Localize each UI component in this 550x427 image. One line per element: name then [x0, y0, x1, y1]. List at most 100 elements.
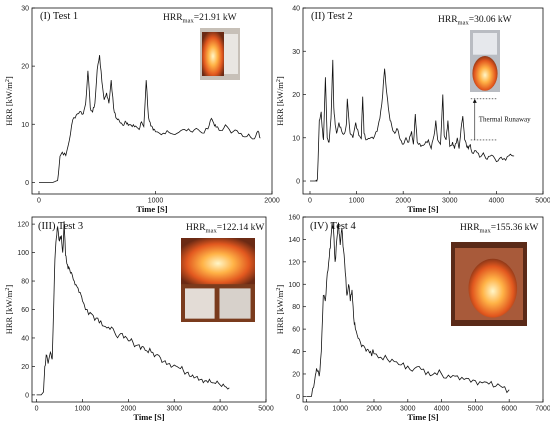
y-tick-label: 0: [296, 394, 300, 401]
x-tick-label: 0: [37, 198, 41, 205]
panel-title: (IV) Test 4: [310, 221, 356, 232]
x-tick-label: 0: [35, 406, 39, 413]
y-axis-label-end: ]: [4, 76, 14, 79]
y-tick-label: 40: [292, 349, 300, 356]
y-tick-label: 40: [292, 6, 300, 13]
y-axis-label-sup: 2: [5, 79, 11, 82]
panel-4: 0 1000 2000 3000 4000 5000 6000 7000 0 20 40 60 80 10…: [275, 215, 550, 423]
y-axis-label-end: ]: [275, 285, 285, 288]
y-axis-label: HRR [kW/m2]: [4, 285, 14, 335]
panel-3: 0 1000 2000 3000 4000 5000 0 20 40 60 80 100 120 (III…: [4, 216, 274, 422]
runaway-arrow-head: [472, 98, 477, 103]
x-tick-label: 1000: [332, 406, 348, 413]
y-tick-label: 120: [17, 222, 29, 229]
y-tick-label: 10: [21, 122, 29, 129]
x-tick-label: 6000: [501, 406, 517, 413]
fire-photo-test-4: [451, 242, 527, 326]
x-tick-label: 2000: [121, 406, 137, 413]
x-tick-label: 4000: [434, 406, 450, 413]
x-tick-label: 2000: [264, 198, 280, 205]
fire-photo-test-1: [200, 28, 240, 80]
hrr-max-value: =21.91 kW: [194, 13, 237, 23]
x-tick-label: 5000: [468, 406, 484, 413]
x-axis-label: Time [S]: [407, 204, 438, 214]
x-axis-label: Time [S]: [133, 412, 164, 422]
y-axis-label: HRR [kW/m2]: [275, 285, 285, 335]
hrr-max-subscript: max: [480, 228, 492, 235]
y-tick-label: 10: [292, 135, 300, 142]
panel-1: 0 1000 2000 0 10 20 30 (I) Test 1 HRRmax=21.91 k…: [4, 6, 280, 215]
y-tick-label: 60: [292, 327, 300, 334]
plot-frame: [31, 7, 273, 195]
y-tick-label: 20: [292, 92, 300, 99]
y-tick-label: 100: [288, 282, 300, 289]
hrr-max-label: HRRmax=30.06 kW: [438, 15, 512, 27]
x-tick-label: 1000: [349, 198, 365, 205]
y-tick-label: 0: [25, 180, 29, 187]
hrr-series-line: [36, 221, 230, 396]
plot-frame: [302, 216, 544, 403]
y-axis-label-end: ]: [4, 285, 14, 288]
y-tick-label: 0: [25, 392, 29, 399]
hrr-max-subscript: max: [183, 18, 195, 25]
x-tick-label: 5000: [258, 406, 274, 413]
panel-title: (III) Test 3: [38, 221, 83, 232]
x-tick-label: 4000: [212, 406, 228, 413]
x-tick-label: 4000: [489, 198, 505, 205]
hrr-max-label: HRRmax=122.14 kW: [186, 223, 264, 235]
x-tick-label: 1000: [75, 406, 91, 413]
y-tick-label: 100: [17, 250, 29, 257]
y-axis-label-main: HRR [kW/m: [275, 82, 285, 126]
x-tick-label: 5000: [535, 198, 550, 205]
hrr-max-prefix: HRR: [438, 15, 458, 25]
fire-photo-test-2: [470, 30, 500, 92]
y-axis-label: HRR [kW/m2]: [275, 76, 285, 126]
hrr-max-prefix: HRR: [163, 13, 183, 23]
y-tick-label: 20: [292, 371, 300, 378]
y-tick-label: 30: [292, 49, 300, 56]
y-axis-label-main: HRR [kW/m: [4, 82, 14, 126]
plot-frame: [302, 7, 544, 195]
y-tick-label: 140: [288, 237, 300, 244]
hrr-series-line: [306, 222, 510, 397]
hrr-max-value: =155.36 kW: [491, 223, 539, 233]
y-tick-label: 30: [21, 6, 29, 13]
y-axis-label: HRR [kW/m2]: [4, 76, 14, 126]
y-tick-label: 80: [21, 279, 29, 286]
hrr-series-line: [39, 55, 261, 183]
y-axis-label-sup: 2: [276, 79, 282, 82]
hrr-max-value: =122.14 kW: [217, 223, 265, 233]
y-tick-label: 60: [21, 307, 29, 314]
hrr-max-subscript: max: [458, 20, 470, 27]
fire-photo-test-3: [181, 238, 255, 322]
y-axis-label-sup: 2: [276, 288, 282, 291]
hrr-max-label: HRRmax=21.91 kW: [163, 13, 237, 25]
y-tick-label: 80: [292, 304, 300, 311]
x-axis-label: Time [S]: [136, 204, 167, 214]
x-tick-label: 0: [308, 198, 312, 205]
hrr-max-prefix: HRR: [460, 223, 480, 233]
y-axis-label-end: ]: [275, 76, 285, 79]
x-axis-label: Time [S]: [407, 412, 438, 422]
x-tick-label: 2000: [395, 198, 411, 205]
x-tick-label: 0: [304, 406, 308, 413]
y-tick-label: 40: [21, 335, 29, 342]
hrr-series-line: [310, 59, 515, 183]
panel-title: (I) Test 1: [40, 11, 78, 22]
x-tick-label: 3000: [400, 406, 416, 413]
y-tick-label: 160: [288, 215, 300, 222]
hrr-max-value: =30.06 kW: [469, 15, 512, 25]
y-tick-label: 0: [296, 179, 300, 186]
x-tick-label: 3000: [442, 198, 458, 205]
x-tick-label: 2000: [366, 406, 382, 413]
y-axis-label-sup: 2: [5, 288, 11, 291]
thermal-runaway-annotation: Thermal Runaway: [479, 115, 531, 123]
hrr-max-subscript: max: [206, 228, 218, 235]
y-tick-label: 20: [21, 364, 29, 371]
panel-2: 0 1000 2000 3000 4000 5000 0 10 20 30 40 (II) Test …: [275, 6, 550, 215]
hrr-max-prefix: HRR: [186, 223, 206, 233]
y-axis-label-main: HRR [kW/m: [275, 290, 285, 334]
y-tick-label: 20: [21, 64, 29, 71]
hrr-max-label: HRRmax=155.36 kW: [460, 223, 538, 235]
